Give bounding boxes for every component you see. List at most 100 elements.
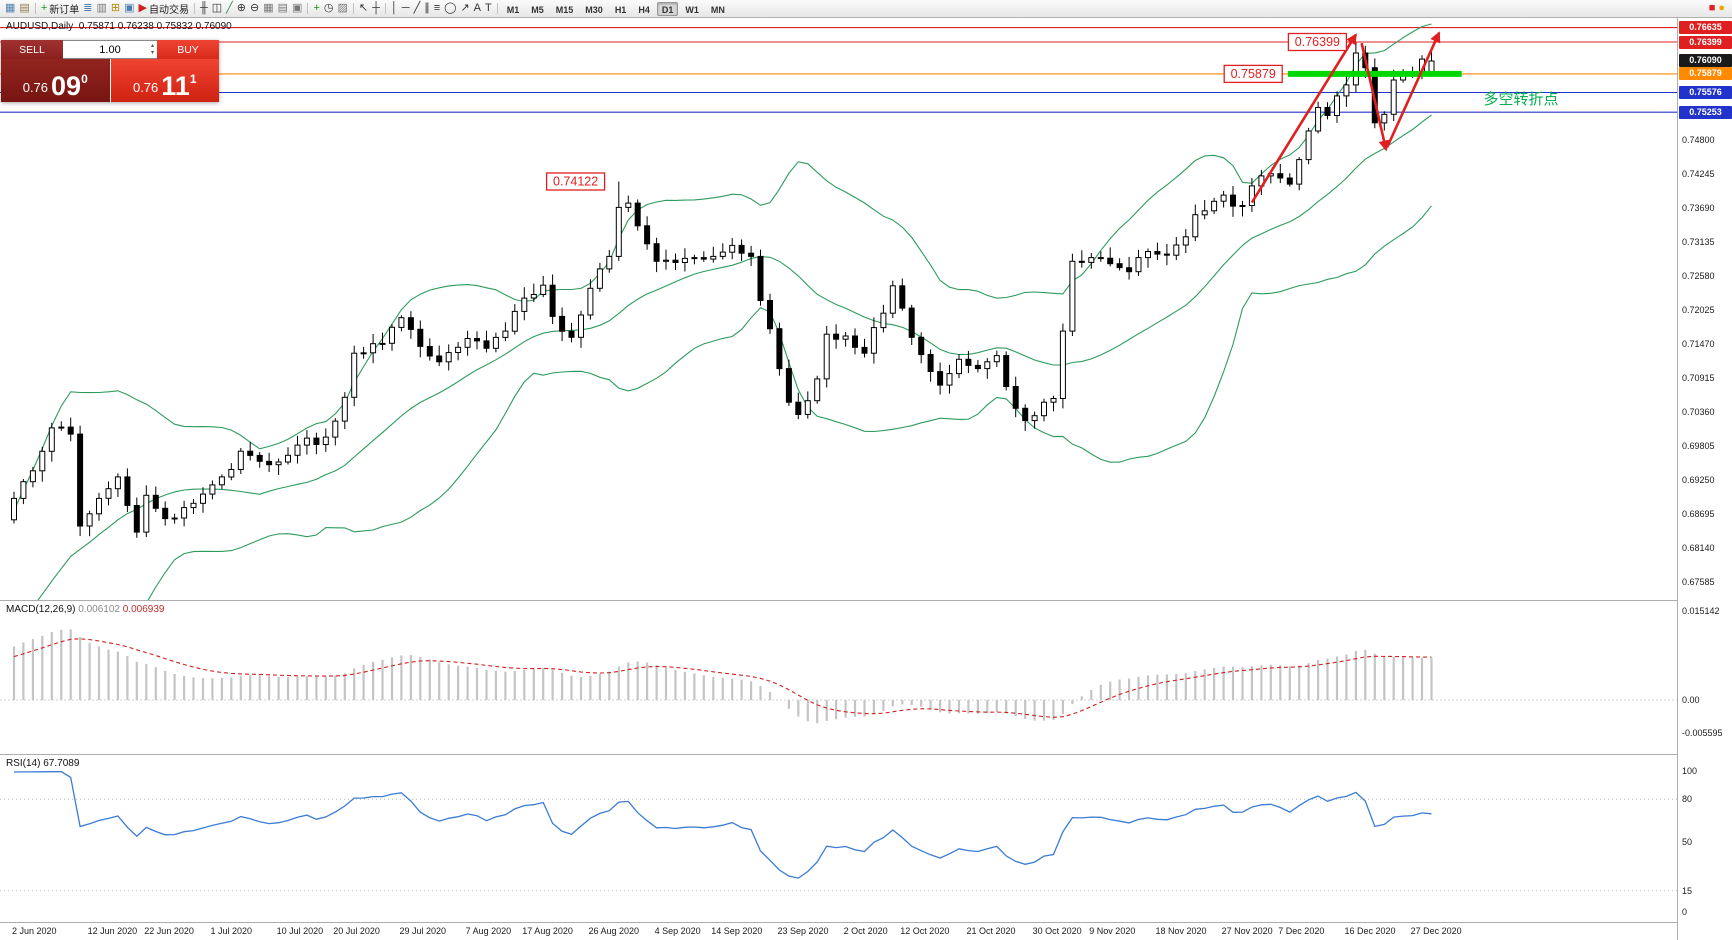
zoom-out-button[interactable]: ⊖	[248, 1, 261, 16]
date-label: 27 Dec 2020	[1410, 926, 1462, 936]
sell-button[interactable]: SELL	[1, 40, 63, 59]
trendline-icon: ╱	[413, 2, 421, 14]
price-axis[interactable]: 0.74800 0.74245 0.73690 0.73135 0.72580 0.720…	[1677, 18, 1732, 940]
date-label: 2 Jun 2020	[12, 926, 57, 936]
date-label: 22 Jun 2020	[144, 926, 194, 936]
candlestick-chart-button[interactable]: ◫	[210, 1, 224, 16]
chart-title: AUDUSD,Daily 0.75871 0.76238 0.75832 0.7…	[6, 21, 232, 32]
tile-windows-icon: ▦	[263, 2, 274, 14]
profiles-button[interactable]: ▤	[17, 1, 31, 16]
tile-windows-button[interactable]: ▦	[261, 1, 275, 16]
timeframe-m15-button[interactable]: M15	[555, 4, 574, 15]
timeframe-d1-button[interactable]: D1	[656, 1, 679, 16]
vertical-line-button[interactable]: │	[389, 1, 400, 16]
charts-button[interactable]: ▦	[3, 1, 17, 16]
price-tick: 0.70915	[1682, 373, 1715, 383]
rsi-axis-value: 80	[1682, 794, 1693, 805]
cursor-button[interactable]: ↖	[357, 1, 370, 16]
volume-spinner: ▴ ▾	[151, 43, 154, 57]
price-tag: 0.75879	[1679, 67, 1732, 81]
text-label-button[interactable]: T	[483, 1, 494, 16]
time-axis[interactable]: 2 Jun 2020 12 Jun 2020 22 Jun 2020 1 Jul 20…	[0, 923, 1677, 940]
pane-divider[interactable]	[0, 600, 1732, 601]
chart-window[interactable]: 0.74122 0.75879 0.76399 多空转折点 0.74800 0.7424…	[0, 18, 1732, 940]
volume-input[interactable]	[78, 43, 142, 56]
rsi-canvas[interactable]	[0, 755, 1677, 922]
date-label: 27 Nov 2020	[1221, 926, 1273, 936]
date-label: 1 Jul 2020	[210, 926, 252, 936]
volume-down-icon[interactable]: ▾	[150, 50, 154, 56]
navigator-icon: ⊞	[110, 2, 121, 14]
toolbar-right-icons: ■ ●	[1709, 1, 1729, 16]
date-label: 4 Sep 2020	[654, 926, 701, 936]
price-tick: 0.68140	[1682, 543, 1715, 553]
ellipse-button[interactable]: ◯	[442, 1, 458, 16]
symbol-period-label: AUDUSD,Daily	[6, 21, 74, 32]
buy-button[interactable]: BUY	[157, 40, 219, 59]
timeframe-h1-button[interactable]: H1	[614, 4, 627, 15]
arrange-windows-button[interactable]: ▣	[290, 1, 304, 16]
price-tick: 0.72580	[1682, 271, 1715, 281]
rsi-axis-value: 100	[1682, 766, 1698, 776]
line-chart-button[interactable]: ╱	[224, 1, 235, 16]
market-watch-button[interactable]: ≣	[81, 1, 94, 16]
templates-button[interactable]: ▨	[336, 1, 350, 16]
zoom-in-button[interactable]: ⊕	[235, 1, 248, 16]
horizontal-line-icon: ─	[401, 2, 410, 14]
news-yellow-icon[interactable]: ●	[1718, 2, 1725, 14]
timeframe-mn-button[interactable]: MN	[710, 4, 725, 15]
date-label: 29 Jul 2020	[399, 926, 446, 936]
toolbar: ▦ ▤ + 新订单 ≣ ▥ ⊞ ▣ ▶ 自动交易 ╫ ◫ ╱ ⊕ ⊖ ▦ ▤ ▣ + ◷ ▨ ↖ ┼ │ ─ ╱ ∥ ≡ ◯ ↗ A T M1 M…	[0, 0, 1732, 18]
timeframe-m1-button[interactable]: M1	[506, 4, 520, 15]
sell-price-sup: 0	[81, 72, 88, 86]
date-label: 21 Oct 2020	[966, 926, 1016, 936]
indicators-button[interactable]: +	[311, 1, 321, 16]
indicators-icon: +	[313, 2, 320, 14]
macd-axis-value: 0.00	[1682, 695, 1700, 705]
timeframe-w1-button[interactable]: W1	[685, 4, 699, 15]
macd-name: MACD(12,26,9)	[6, 604, 76, 615]
date-label: 12 Jun 2020	[87, 926, 138, 936]
fibonacci-button[interactable]: ≡	[432, 1, 442, 16]
candlestick-chart-icon: ◫	[211, 2, 223, 14]
new-order-button[interactable]: + 新订单	[39, 1, 81, 16]
price-tick: 0.73135	[1682, 237, 1715, 247]
navigator-button[interactable]: ⊞	[109, 1, 122, 16]
main-chart-canvas[interactable]: 0.74122 0.75879 0.76399 多空转折点	[0, 18, 1677, 600]
toolbar-separator	[307, 3, 309, 14]
text-button[interactable]: A	[472, 1, 483, 16]
timeframe-h4-button[interactable]: H4	[638, 4, 650, 15]
new-order-label: 新订单	[49, 5, 80, 16]
price-tick: 0.73690	[1682, 203, 1715, 213]
periods-button[interactable]: ◷	[322, 1, 336, 16]
one-click-trading-panel: SELL ▴ ▾ BUY 0.76 09 0 0.76 11 1	[1, 40, 219, 102]
crosshair-button[interactable]: ┼	[370, 1, 382, 16]
cascade-windows-button[interactable]: ▤	[276, 1, 290, 16]
date-label: 23 Sep 2020	[777, 926, 829, 936]
periods-icon: ◷	[323, 2, 334, 14]
trendline-button[interactable]: ╱	[412, 1, 423, 16]
date-label: 12 Oct 2020	[900, 926, 950, 936]
rsi-value: 67.7089	[43, 758, 80, 769]
arrows-tool-button[interactable]: ↗	[458, 1, 471, 16]
horizontal-line-button[interactable]: ─	[400, 1, 412, 16]
alert-red-icon[interactable]: ■	[1708, 2, 1716, 14]
sell-price-base: 0.76	[22, 80, 49, 95]
data-window-button[interactable]: ▥	[94, 1, 108, 16]
timeframe-m30-button[interactable]: M30	[585, 4, 603, 15]
timeframe-m5-button[interactable]: M5	[531, 4, 544, 15]
volume-up-icon[interactable]: ▴	[150, 43, 154, 49]
terminal-button[interactable]: ▣	[122, 1, 136, 16]
autotrading-icon: ▶	[138, 2, 147, 14]
toolbar-separator	[496, 3, 498, 14]
crosshair-icon: ┼	[372, 2, 380, 14]
buy-price-display[interactable]: 0.76 11 1	[110, 59, 219, 102]
date-label: 26 Aug 2020	[588, 926, 639, 936]
macd-canvas[interactable]	[0, 601, 1677, 754]
bar-chart-button[interactable]: ╫	[198, 1, 210, 16]
pane-divider[interactable]	[0, 754, 1732, 755]
autotrading-button[interactable]: ▶ 自动交易	[137, 1, 191, 16]
equidistant-channel-button[interactable]: ∥	[422, 1, 432, 16]
sell-price-display[interactable]: 0.76 09 0	[1, 59, 111, 102]
toolbar-separator	[193, 3, 195, 14]
